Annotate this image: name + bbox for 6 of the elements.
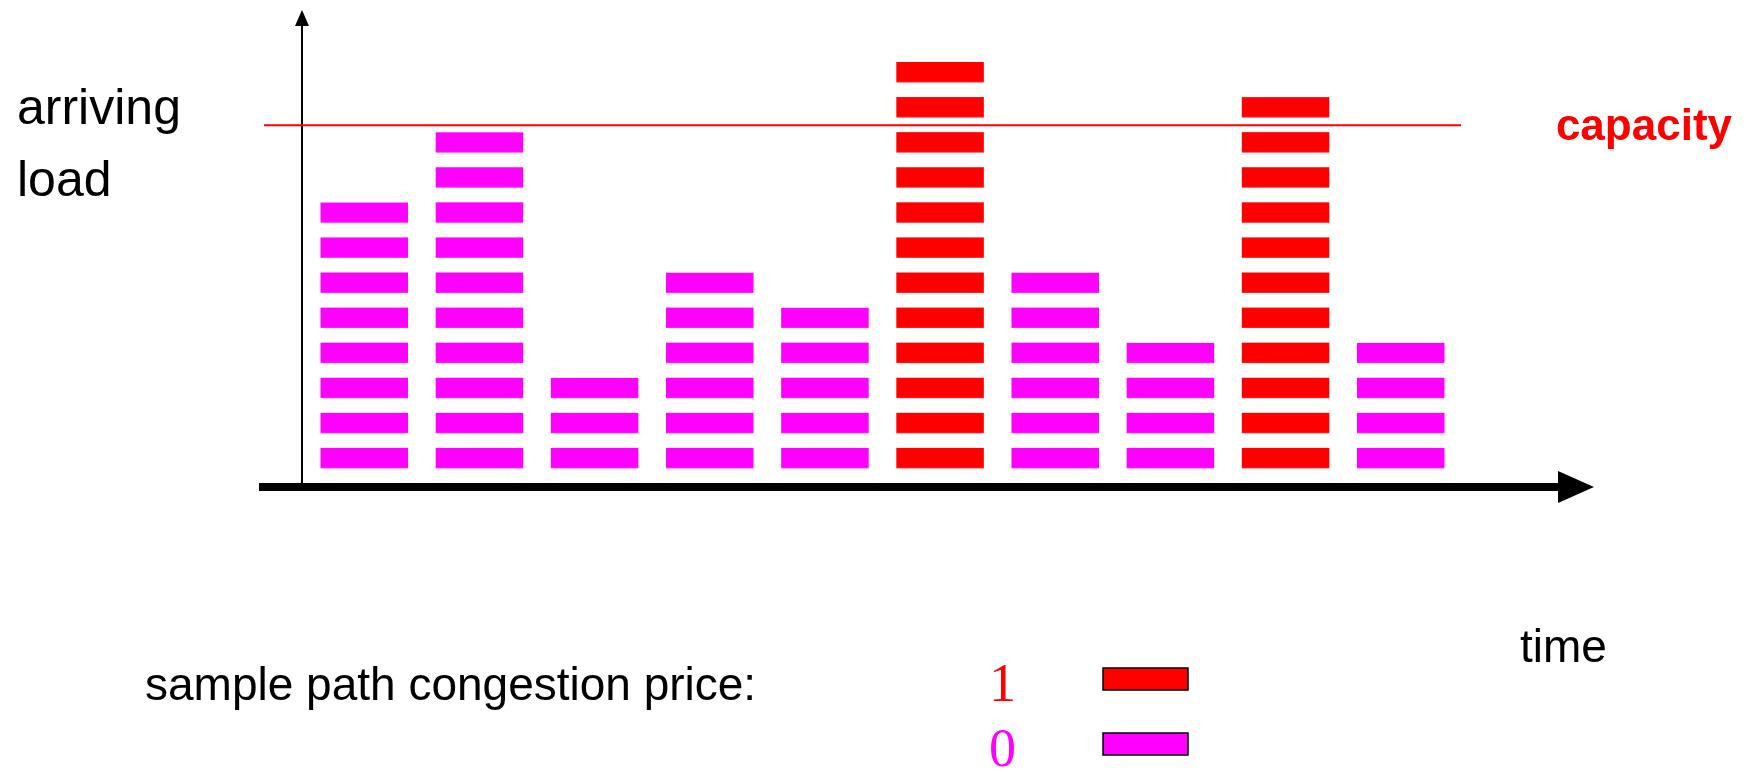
text: 1 xyxy=(989,653,1016,713)
x-axis-title: time xyxy=(1520,620,1607,672)
y-axis-title: arriving load xyxy=(17,79,181,207)
ref-line-label: capacity xyxy=(1555,100,1733,150)
legend-title: sample path congestion price: xyxy=(145,658,757,710)
text: 0 xyxy=(989,718,1016,772)
